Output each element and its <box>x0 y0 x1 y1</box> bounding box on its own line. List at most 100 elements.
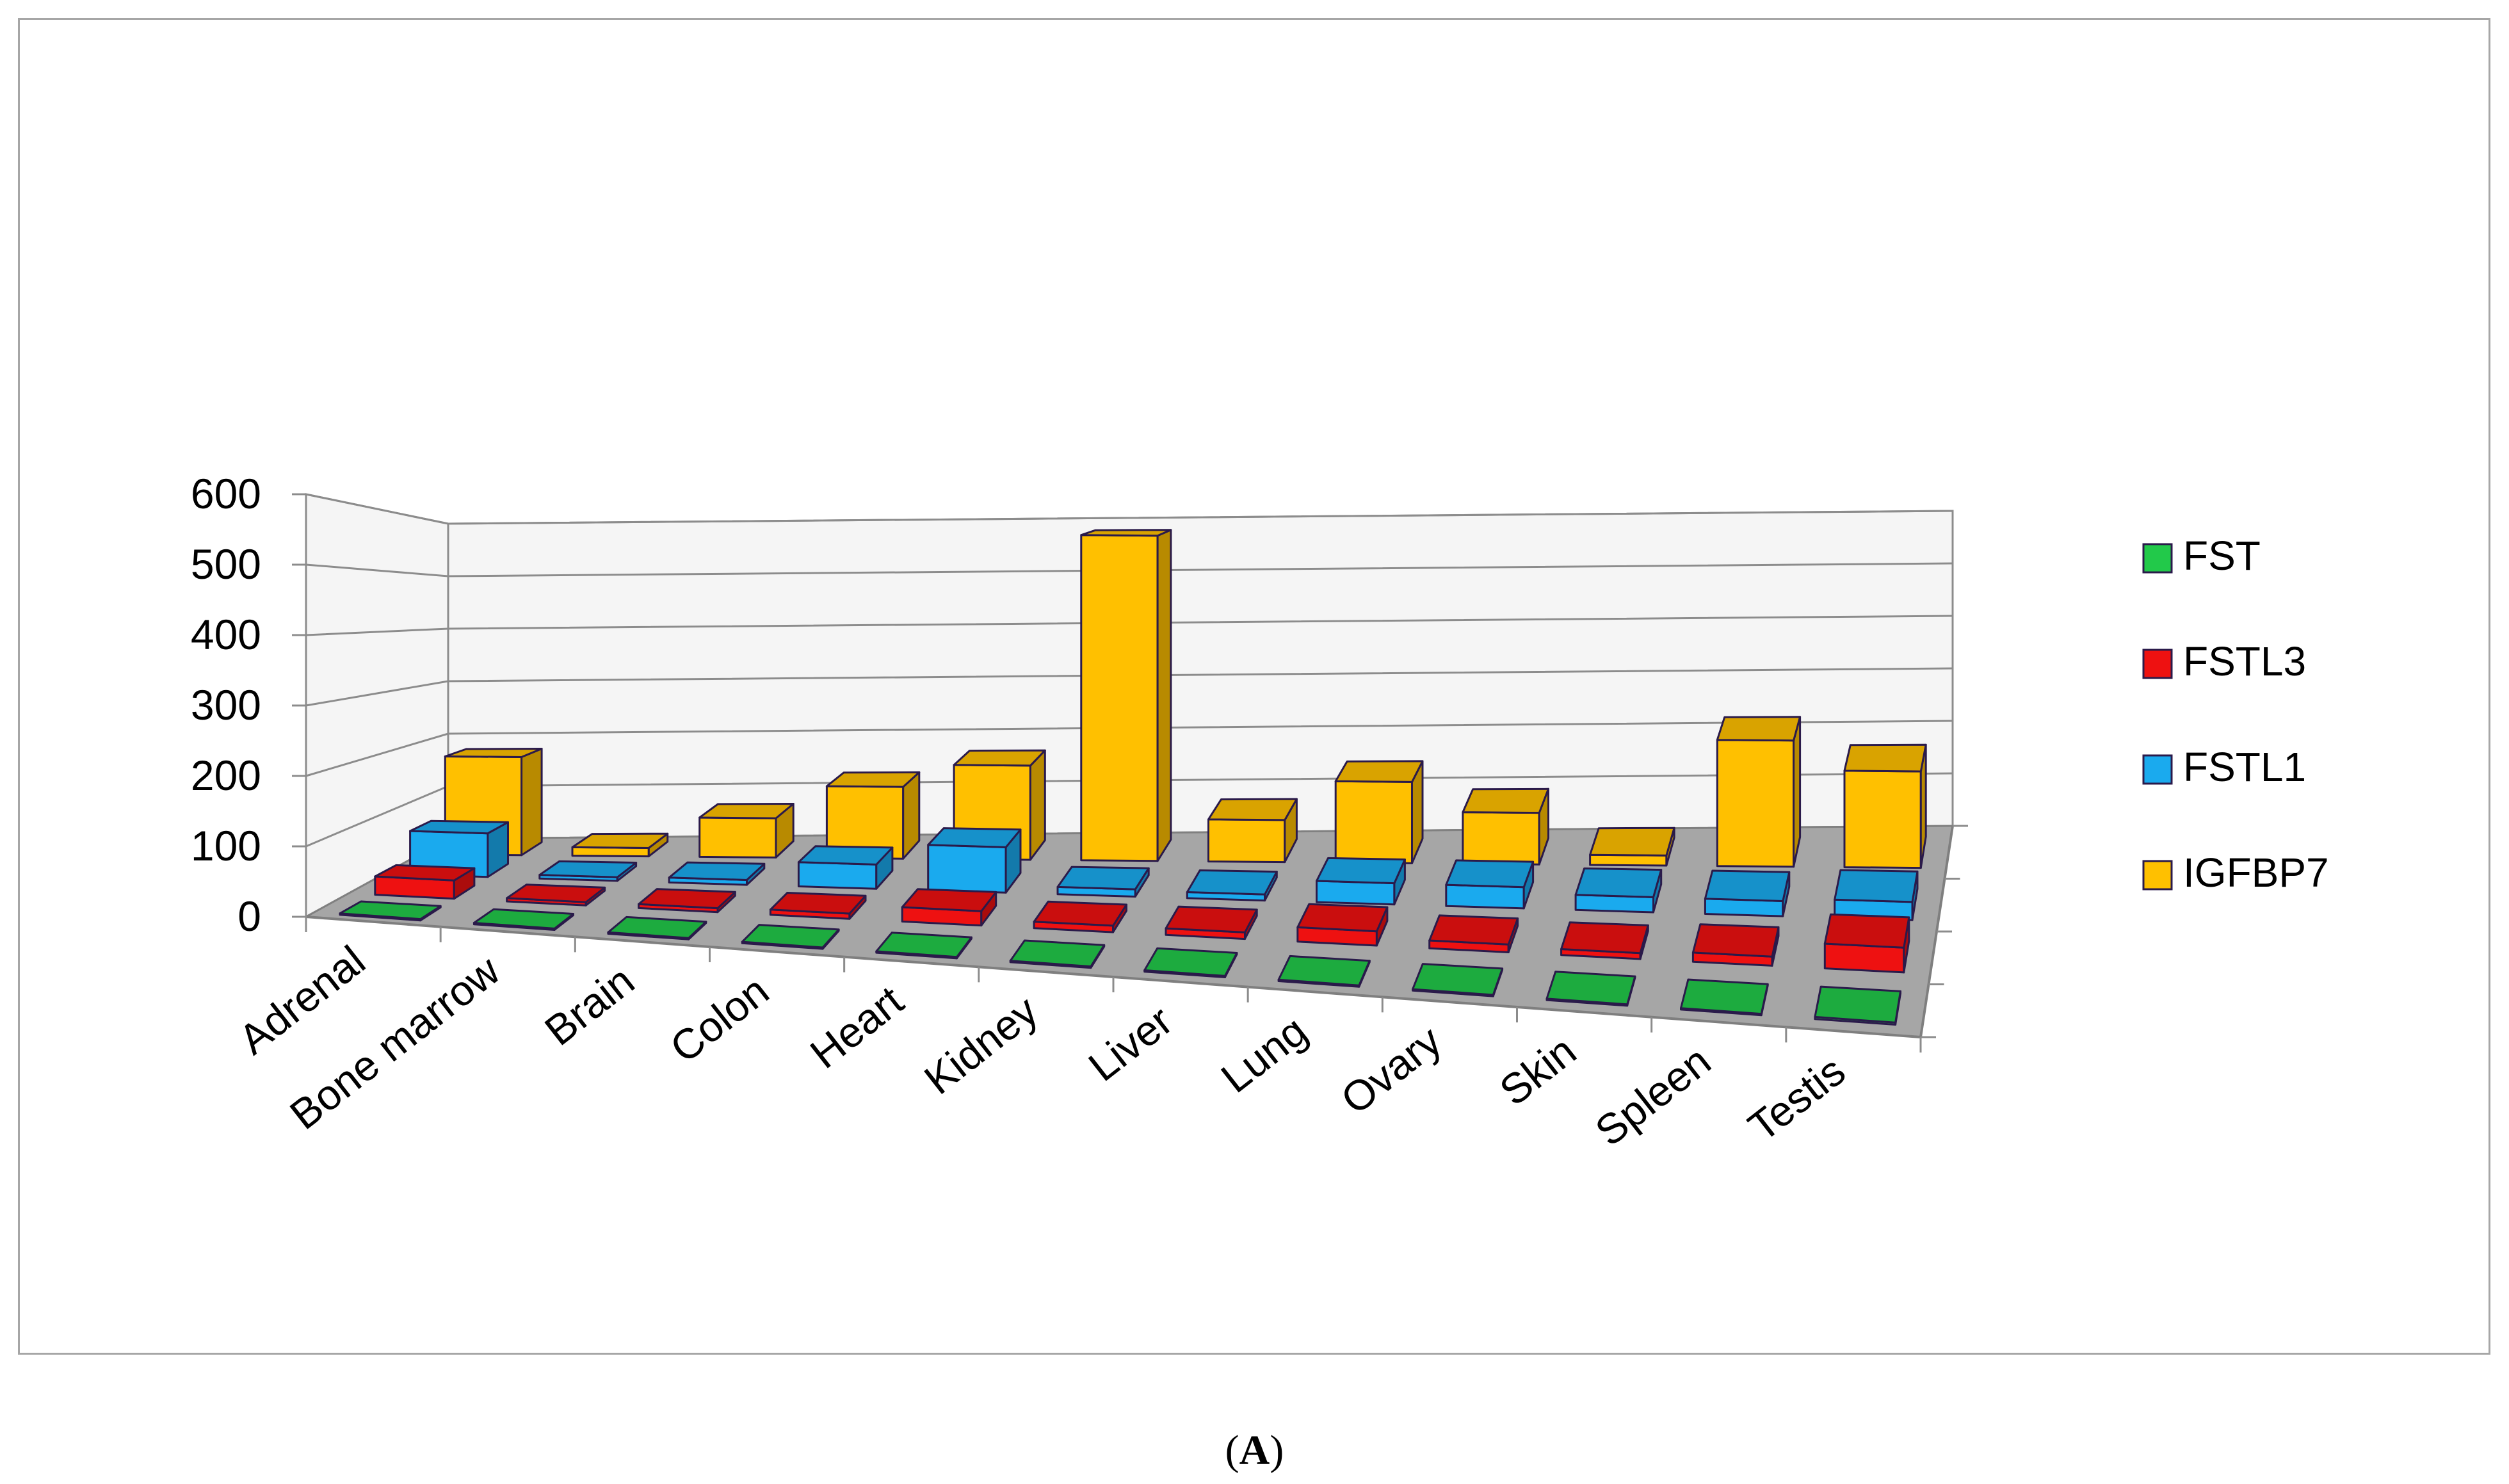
bar-top-face <box>1680 978 1769 1015</box>
y-tick-label-200: 200 <box>191 752 261 799</box>
bar-top-face <box>741 924 840 949</box>
category-label-skin: Skin <box>1490 1027 1585 1115</box>
category-label-ovary: Ovary <box>1332 1017 1450 1124</box>
legend-label: FSTL1 <box>2183 744 2306 790</box>
bar-side-face <box>1156 529 1172 862</box>
bar-top-face <box>1334 760 1424 783</box>
bar-top-face <box>1056 866 1150 891</box>
bar-fstl1-spleen <box>1704 869 1791 917</box>
bar-fst-spleen <box>1680 978 1769 1017</box>
bar-igfbp7-heart <box>953 749 1046 861</box>
legend-item-fst: FST <box>2142 533 2261 579</box>
bar-side-face <box>1029 749 1046 861</box>
bar-top-face <box>875 932 972 958</box>
bar-fstl3-adrenal <box>374 864 476 900</box>
bar-igfbp7-testis <box>1843 743 1927 869</box>
bar-top-face <box>1080 529 1172 537</box>
bar-fstl3-liver <box>1165 905 1258 940</box>
category-label-heart: Heart <box>802 976 912 1077</box>
bar-fstl1-skin <box>1574 867 1663 914</box>
category-label-kidney: Kidney <box>916 987 1047 1104</box>
bar-fst-heart <box>875 932 972 960</box>
bar-top-face <box>1316 857 1406 885</box>
bar-front-face <box>1316 880 1396 906</box>
bar-top-face <box>1143 947 1238 977</box>
bar-top-face <box>1207 798 1298 821</box>
bar-fstl1-colon <box>797 845 894 890</box>
bar-top-face <box>1186 869 1278 896</box>
bar-front-face <box>1462 811 1540 866</box>
bar-top-face <box>1412 963 1504 996</box>
bar-front-face <box>1334 780 1413 864</box>
bar-top-face <box>927 827 1022 848</box>
category-label-colon: Colon <box>661 967 777 1072</box>
y-tick-label-500: 500 <box>191 540 261 588</box>
bar-igfbp7-kidney <box>1080 529 1172 862</box>
bar-top-face <box>1296 903 1389 933</box>
bar-fstl1-kidney <box>1056 866 1150 898</box>
bar-top-face <box>1823 913 1910 949</box>
gridline-400 <box>305 615 1953 636</box>
gridline-300 <box>305 667 1953 707</box>
bar-top-face <box>769 892 867 915</box>
bar-fstl3-heart <box>901 888 997 927</box>
bar-top-face <box>506 883 606 903</box>
gridline-200 <box>305 720 1953 777</box>
bar-top-face <box>1814 985 1901 1024</box>
bar-fstl3-bone-marrow <box>506 883 606 907</box>
bar-igfbp7-bone-marrow <box>571 832 669 858</box>
panel-caption: (A) <box>1225 1427 1284 1474</box>
bar-fst-liver <box>1143 947 1238 978</box>
y-tick-label-600: 600 <box>191 470 261 517</box>
bar-igfbp7-spleen <box>1716 716 1802 868</box>
bar-fst-colon <box>741 924 840 950</box>
bars <box>339 529 1927 1026</box>
bar-top-face <box>339 900 442 921</box>
bar-top-face <box>1545 971 1636 1006</box>
bar-top-face <box>797 845 894 866</box>
bar-fst-lung <box>1277 955 1371 988</box>
bar-fstl3-brain <box>638 888 736 914</box>
bar-fstl1-adrenal <box>409 819 509 878</box>
bar-fst-adrenal <box>339 900 442 922</box>
bar-fstl1-liver <box>1186 869 1278 902</box>
category-label-liver: Liver <box>1079 997 1181 1090</box>
bar-fst-ovary <box>1412 963 1504 997</box>
legend-label: FST <box>2183 533 2261 579</box>
legend-swatch <box>2142 649 2173 679</box>
bar-top-face <box>571 832 669 849</box>
bar-fstl3-skin <box>1560 921 1649 960</box>
category-label-lung: Lung <box>1213 1006 1316 1102</box>
bar-top-face <box>1589 827 1675 857</box>
legend-swatch <box>2142 860 2173 891</box>
bar-top-face <box>825 771 921 788</box>
category-label-testis: Testis <box>1739 1047 1854 1150</box>
y-tick-label-400: 400 <box>191 611 261 658</box>
bar-front-face <box>927 844 1007 894</box>
bar-top-face <box>953 749 1046 767</box>
bar-top-face <box>538 860 638 878</box>
bar-top-face <box>1165 905 1258 933</box>
bar-fst-brain <box>607 915 707 940</box>
y-axis-ticks: 0 100 200 300 400 500 600 <box>191 470 1968 1053</box>
bar-top-face <box>444 748 543 758</box>
bar-top-face <box>1574 867 1663 898</box>
bar-top-face <box>638 888 736 910</box>
bar-fstl1-lung <box>1316 857 1406 906</box>
legend-swatch <box>2142 543 2173 574</box>
bar-top-face <box>1462 787 1549 814</box>
category-label-spleen: Spleen <box>1586 1036 1720 1155</box>
legend-swatch <box>2142 754 2173 785</box>
bar-igfbp7-liver <box>1207 798 1298 864</box>
y-tick-label-0: 0 <box>238 892 261 940</box>
bar-igfbp7-colon <box>825 771 921 860</box>
bar-fstl1-heart <box>927 827 1022 894</box>
bar-top-face <box>1843 743 1927 773</box>
bar-fstl1-ovary <box>1445 859 1535 910</box>
bar-top-face <box>374 864 476 882</box>
bar-fstl3-spleen <box>1691 923 1780 967</box>
bar-top-face <box>472 908 574 930</box>
bar-fstl3-lung <box>1296 903 1389 947</box>
bar-front-face <box>1080 534 1159 862</box>
bar-top-face <box>1704 869 1791 902</box>
